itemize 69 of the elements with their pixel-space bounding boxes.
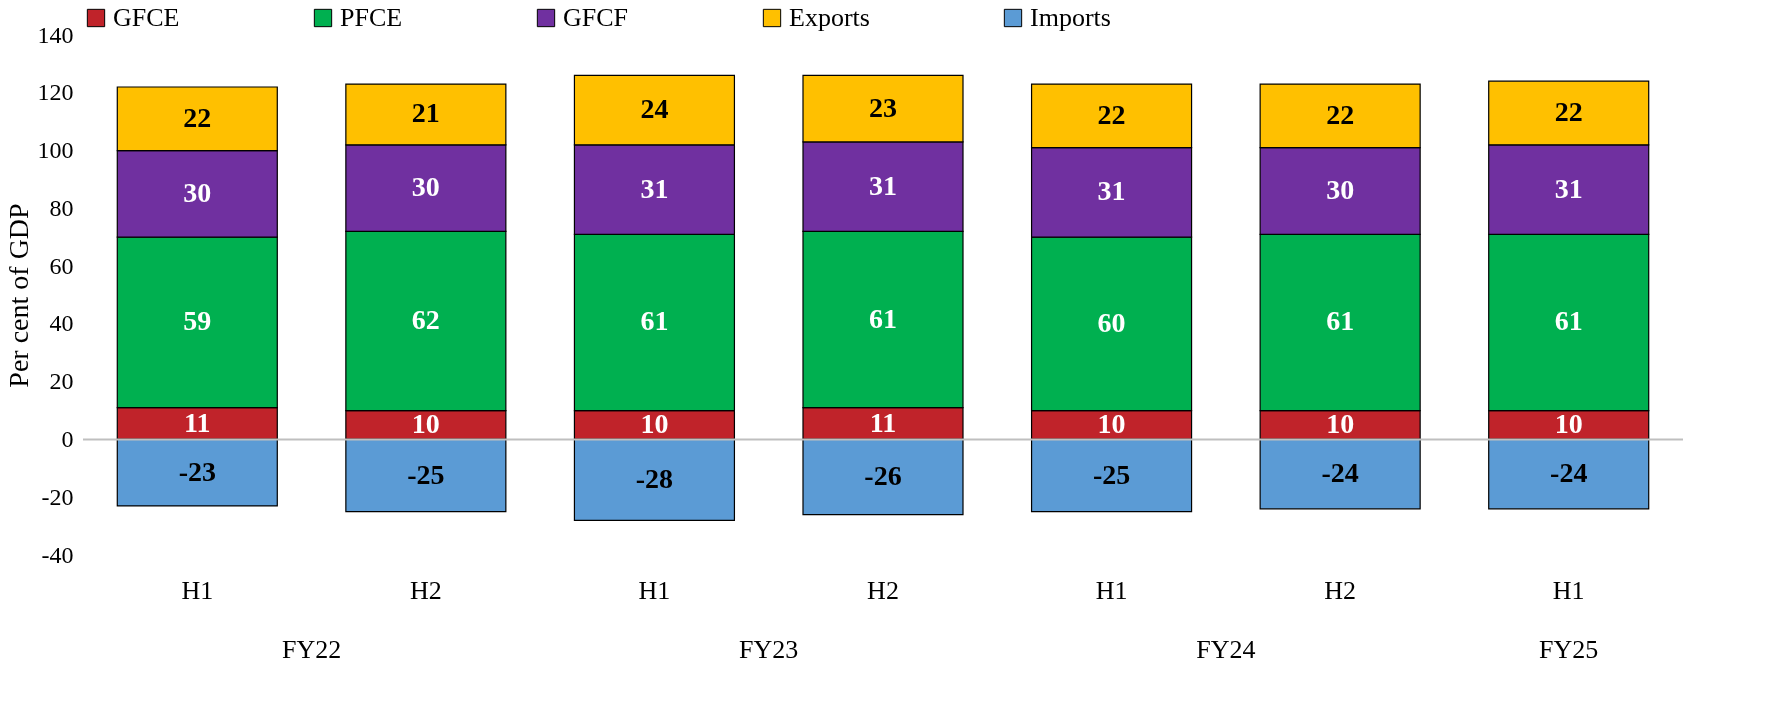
data-label: 61 [640, 305, 669, 337]
data-label: 61 [869, 302, 897, 334]
data-label: 10 [411, 408, 440, 439]
data-label: 31 [1554, 172, 1583, 204]
x-tick-label: H2 [867, 575, 899, 605]
y-tick-label: 120 [37, 79, 74, 106]
data-label: 31 [640, 172, 669, 204]
data-label: 24 [640, 93, 669, 125]
y-tick-label: -20 [41, 483, 74, 510]
data-label: -28 [635, 462, 674, 494]
bar [1030, 438, 1193, 513]
x-tick-label: H1 [638, 575, 671, 605]
y-tick-label: 140 [37, 21, 74, 48]
data-label: -24 [1550, 457, 1588, 489]
data-label: -25 [1092, 458, 1131, 490]
text: FY24 [1196, 635, 1256, 664]
x-tick-label: H1 [181, 575, 214, 605]
data-label: -25 [407, 458, 445, 490]
data-label: 22 [183, 101, 212, 133]
data-label: 11 [184, 406, 211, 438]
y-tick-label: 20 [49, 368, 74, 395]
bar [1488, 438, 1650, 510]
y-tick-label: 80 [49, 194, 74, 221]
bar [802, 438, 964, 516]
legend-label: GFCF [563, 3, 629, 32]
y-axis-title: Per cent of GDP [2, 203, 34, 388]
bar [573, 438, 736, 521]
data-label: 22 [1554, 96, 1583, 127]
data-label: 11 [869, 406, 897, 438]
data-label: 10 [1554, 408, 1583, 439]
data-label: 21 [411, 97, 440, 129]
y-tick-label: -40 [41, 541, 74, 568]
data-label: 62 [411, 304, 440, 335]
legend-label: Imports [1030, 3, 1111, 32]
bar [116, 438, 278, 507]
data-label: 30 [1326, 174, 1355, 205]
legend-label: PFCE [340, 3, 403, 32]
data-label: 60 [1097, 306, 1126, 338]
data-label: 10 [1326, 408, 1355, 439]
legend-label: GFCE [113, 3, 180, 32]
y-tick-label: 60 [49, 252, 74, 279]
bar [345, 438, 507, 513]
bar [1259, 438, 1421, 510]
y-tick-label: 0 [61, 425, 74, 452]
data-label: 30 [411, 171, 440, 203]
x-tick-label: H2 [1324, 575, 1357, 605]
data-label: 59 [183, 305, 212, 337]
data-label: 31 [1097, 175, 1126, 207]
text: FY22 [281, 635, 342, 664]
data-label: -26 [864, 460, 902, 491]
y-tick-label: 100 [37, 137, 74, 164]
x-tick-label: H1 [1552, 575, 1585, 605]
x-tick-label: H2 [409, 575, 442, 605]
legend-label: Exports [789, 3, 870, 32]
data-label: 22 [1326, 98, 1355, 130]
y-tick-label: 40 [49, 310, 74, 337]
text: FY23 [739, 635, 799, 664]
data-label: 61 [1554, 305, 1583, 337]
data-label: 31 [869, 169, 897, 201]
data-label: 23 [869, 91, 897, 123]
data-label: 61 [1326, 305, 1355, 337]
data-label: 10 [1097, 408, 1126, 439]
data-label: -23 [178, 455, 216, 487]
data-label: 30 [183, 176, 212, 208]
data-label: 10 [640, 408, 669, 439]
x-tick-label: H1 [1095, 575, 1128, 605]
data-label: -24 [1321, 457, 1359, 489]
data-label: 22 [1097, 98, 1126, 130]
text: FY25 [1539, 635, 1599, 664]
